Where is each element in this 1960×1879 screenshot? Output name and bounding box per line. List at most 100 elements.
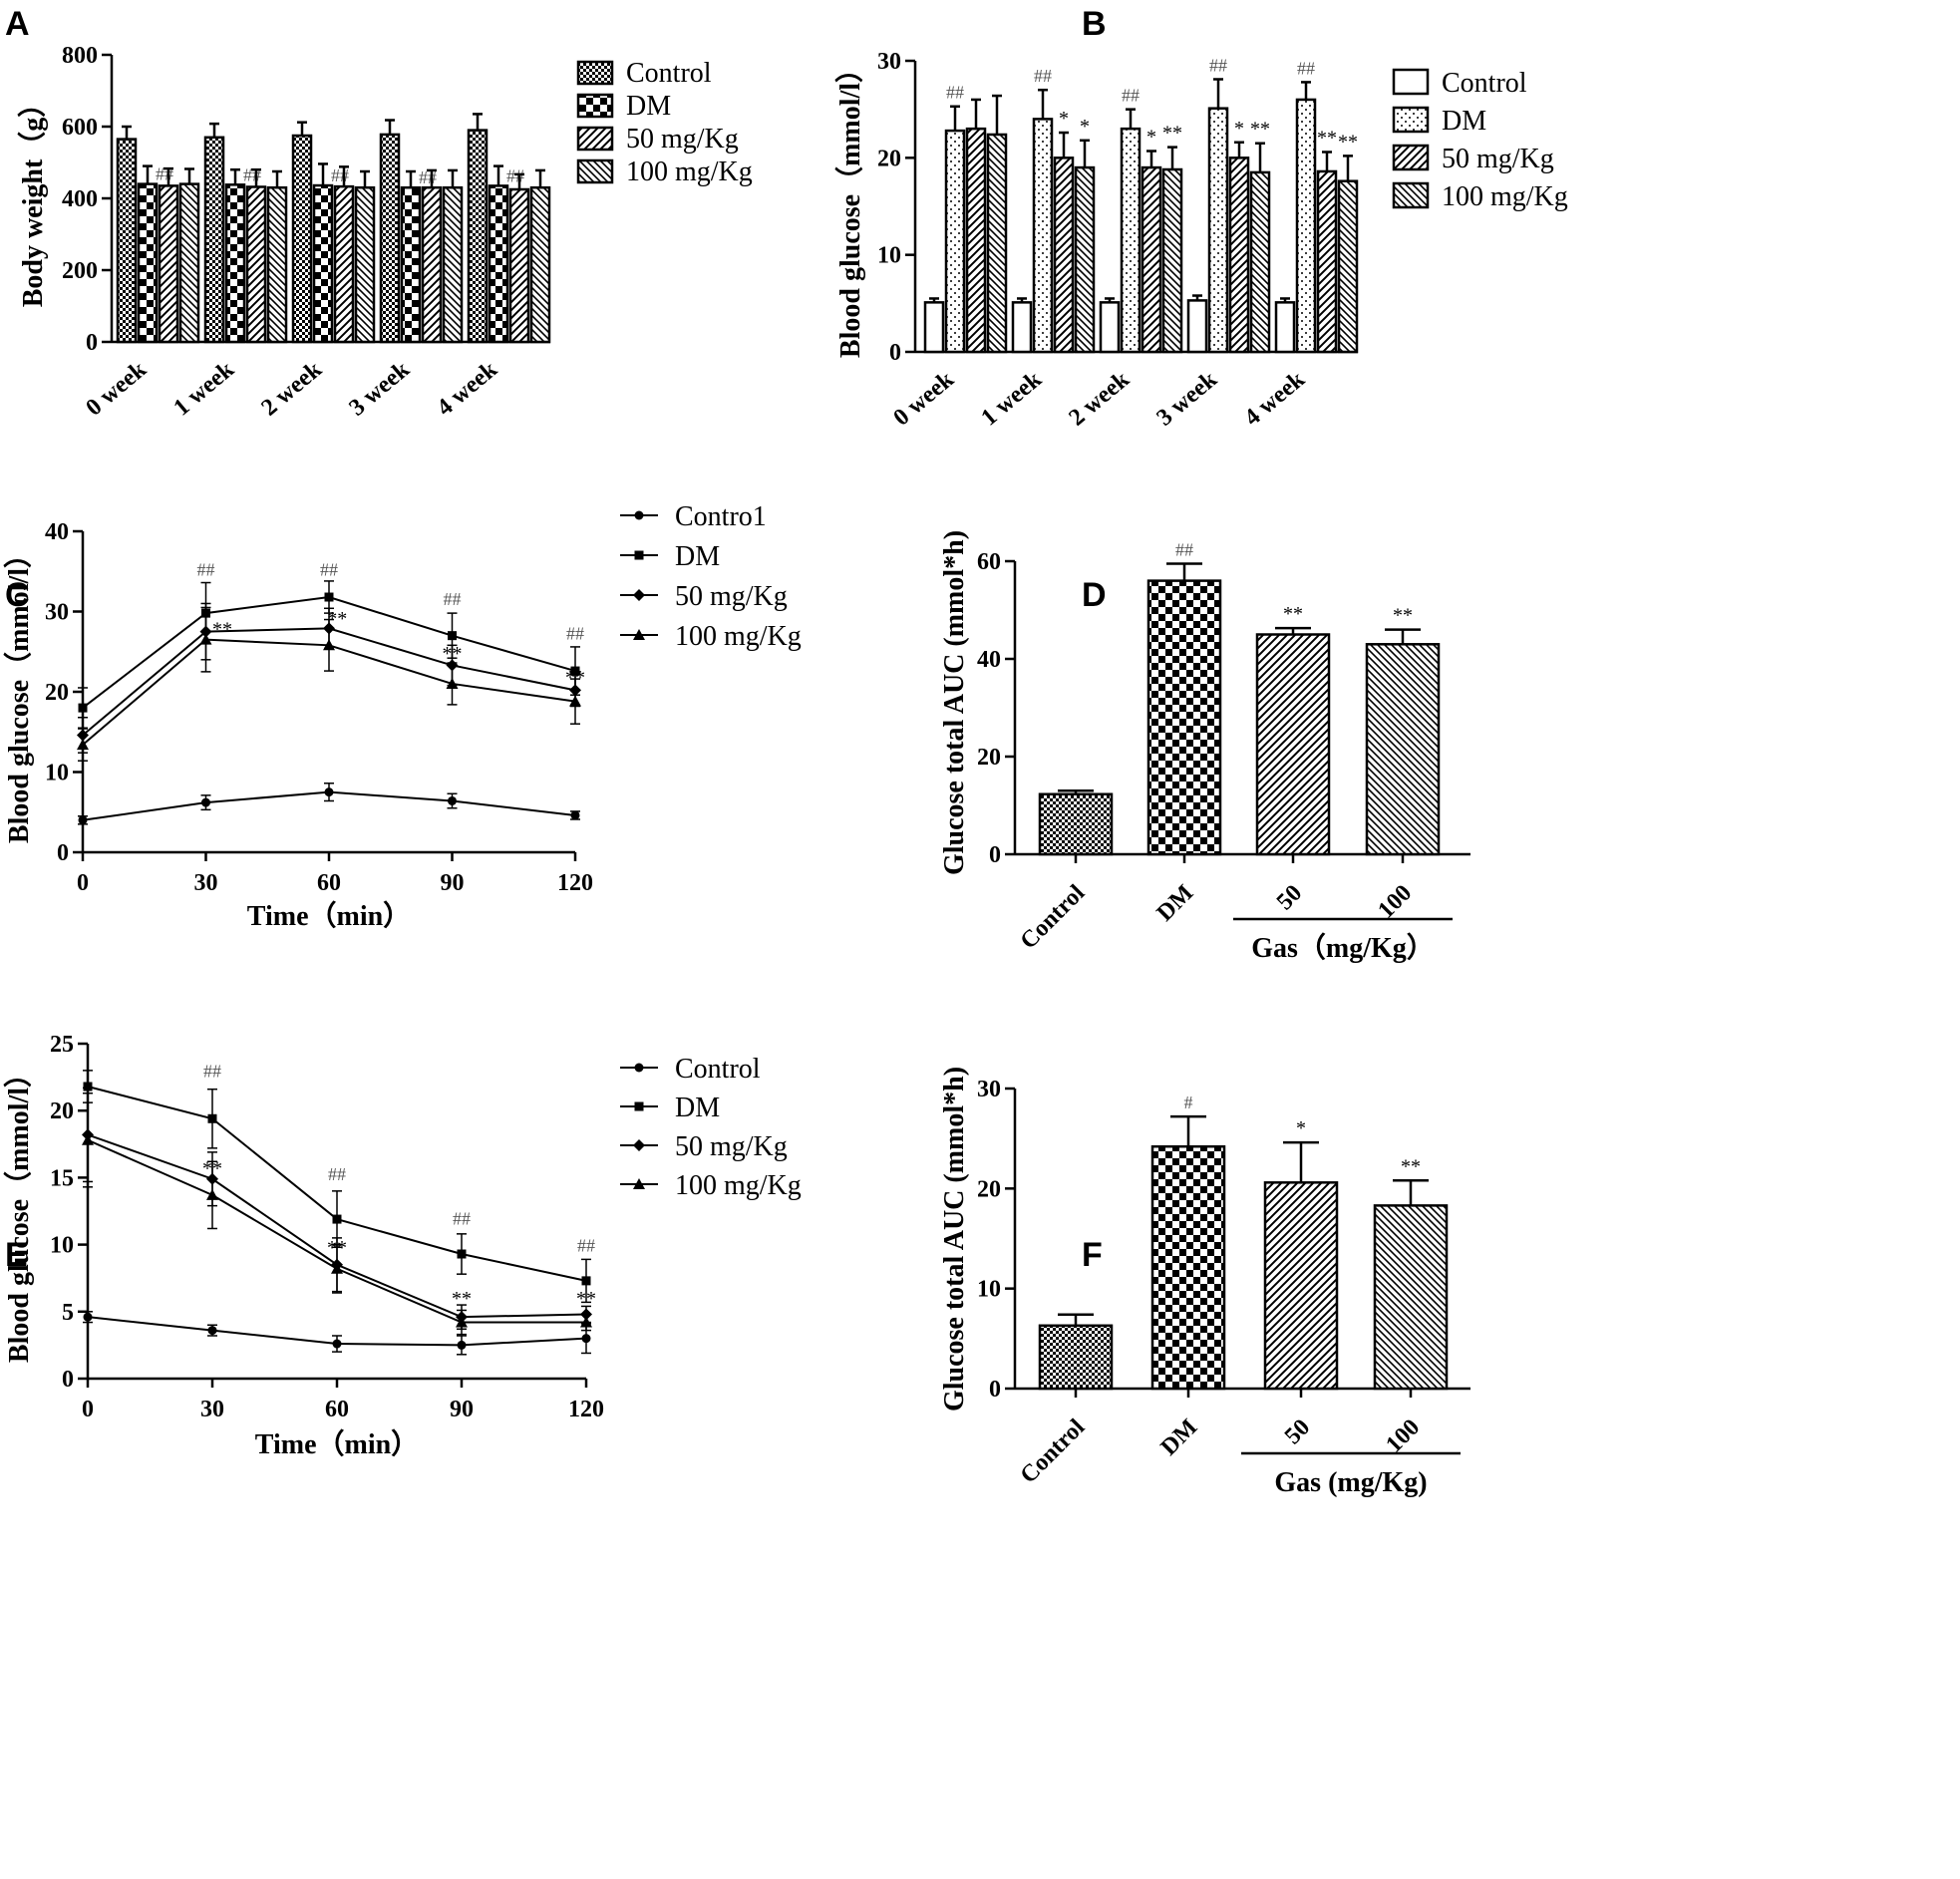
x-tick-label: 1 week — [169, 356, 240, 421]
x-tick-label: 3 week — [1152, 366, 1223, 431]
panel-a-body-weight: 0 200 400 600 800 Body weight（g） ## 0 week ## 1 w… — [16, 43, 753, 422]
y-tick-label: 40 — [45, 519, 69, 545]
significance-label: ## — [328, 1164, 346, 1184]
panel-f-auc-bars: 0 10 20 30 Glucose total AUC (mmol*h) Control… — [939, 1067, 1470, 1498]
significance-label: ## — [1175, 539, 1193, 559]
panel-letter-d: D — [1082, 576, 1107, 614]
bar-dm-2-week — [312, 183, 334, 344]
significance-label: ** — [1401, 1155, 1421, 1177]
x-tick-label: 60 — [317, 870, 341, 896]
bar-control-4-week — [467, 129, 489, 344]
legend-swatch-50-mg-kg — [1392, 144, 1430, 171]
bar-50-mg-kg-3-week — [1228, 157, 1250, 354]
marker-triangle — [456, 1316, 468, 1328]
significance-label: ** — [443, 643, 463, 665]
significance-label: ** — [576, 1288, 596, 1310]
bar-100-mg-kg-3-week — [442, 185, 464, 344]
legend-label-100-mg-kg: 100 mg/Kg — [675, 621, 802, 652]
significance-label: ** — [1317, 127, 1337, 149]
panel-letter-b: B — [1082, 5, 1107, 43]
significance-label: ** — [212, 619, 232, 641]
x-tick-label: 4 week — [433, 356, 503, 421]
legend-swatch-control — [576, 60, 614, 86]
y-tick-label: 5 — [62, 1300, 74, 1326]
significance-label: * — [1059, 108, 1069, 130]
panel-d-auc-bars: 0 20 40 60 Glucose total AUC (mmol*h) Control… — [939, 530, 1470, 964]
bar-control-2-week — [1099, 301, 1121, 354]
x-tick-label: 30 — [200, 1397, 224, 1422]
bar-100-mg-kg-2-week — [354, 185, 376, 344]
marker-circle — [581, 1334, 591, 1344]
x-tick-label: Control — [1016, 1414, 1091, 1489]
significance-label: * — [1080, 116, 1090, 138]
bar-100-mg-kg-0-week — [178, 182, 200, 344]
bar-dm-0-week — [944, 129, 966, 354]
panel-letter-a: A — [5, 5, 30, 43]
x-tick-label: 50 — [1280, 1414, 1315, 1449]
significance-label: ## — [197, 559, 215, 579]
y-tick-label: 0 — [62, 1367, 74, 1393]
bar-dm — [1146, 579, 1222, 856]
legend-label-50-mg-kg: 50 mg/Kg — [675, 581, 788, 612]
significance-label: ** — [327, 1237, 347, 1259]
marker-circle — [332, 1339, 342, 1349]
marker-triangle — [580, 1316, 592, 1328]
panel-b-y-axis-label: Blood glucose（mmol/l） — [833, 55, 866, 358]
significance-label: # — [1184, 1093, 1193, 1112]
significance-label: ## — [331, 165, 349, 185]
marker-triangle — [77, 739, 89, 751]
bar-50-mg-kg-0-week — [965, 127, 987, 354]
marker-circle — [634, 510, 644, 520]
y-tick-label: 600 — [62, 115, 98, 141]
marker-triangle — [569, 695, 581, 707]
significance-label: ## — [156, 164, 173, 184]
significance-label: ** — [1162, 123, 1182, 145]
panel-f-group-label: Gas (mg/Kg) — [1274, 1467, 1427, 1498]
significance-label: ## — [453, 1208, 471, 1228]
significance-label: * — [1296, 1117, 1306, 1139]
bar-dm-3-week — [1207, 107, 1229, 354]
y-tick-label: 0 — [57, 840, 69, 866]
x-tick-label: DM — [1156, 1414, 1203, 1461]
marker-triangle — [633, 1178, 645, 1189]
significance-label: ** — [452, 1288, 472, 1310]
y-tick-label: 200 — [62, 258, 98, 284]
significance-label: ## — [243, 164, 261, 184]
bar-control-3-week — [1186, 299, 1208, 354]
bar-50-mg-kg-3-week — [421, 185, 443, 344]
y-tick-label: 30 — [977, 1077, 1001, 1102]
marker-square — [332, 1214, 342, 1224]
marker-square — [570, 666, 580, 676]
bar-50-mg-kg-4-week — [508, 187, 530, 344]
y-tick-label: 25 — [50, 1032, 74, 1058]
bar-50-mg-kg-2-week — [333, 184, 355, 344]
significance-label: ## — [946, 83, 964, 103]
y-tick-label: 20 — [877, 146, 901, 171]
marker-circle — [78, 815, 88, 825]
bar-50-mg-kg-2-week — [1141, 165, 1162, 354]
x-tick-label: Control — [1016, 880, 1091, 955]
legend-label-dm: DM — [675, 541, 720, 572]
legend-label-dm: DM — [675, 1093, 720, 1123]
panel-d-group-label: Gas（mg/Kg） — [1251, 931, 1435, 964]
marker-diamond — [633, 1139, 645, 1151]
bar-100 — [1365, 643, 1441, 856]
bar-dm-0-week — [137, 182, 159, 344]
significance-label: ** — [1250, 119, 1270, 141]
significance-label: ## — [577, 1235, 595, 1255]
panel-c-y-axis-label: Blood glucose（mmol/l） — [2, 540, 35, 843]
bar-control-0-week — [923, 301, 945, 354]
panel-a-y-axis-label: Body weight（g） — [16, 90, 49, 308]
marker-square — [207, 1113, 217, 1123]
x-tick-label: 50 — [1272, 880, 1307, 915]
marker-circle — [457, 1340, 467, 1350]
bar-dm-4-week — [488, 184, 509, 344]
x-tick-label: 0 — [77, 870, 89, 896]
significance-label: ## — [1034, 66, 1052, 86]
y-tick-label: 10 — [50, 1233, 74, 1259]
bar-100-mg-kg-0-week — [986, 133, 1008, 354]
significance-label: ** — [1283, 603, 1303, 625]
bar-control — [1038, 1324, 1114, 1391]
x-tick-label: 3 week — [345, 356, 416, 421]
